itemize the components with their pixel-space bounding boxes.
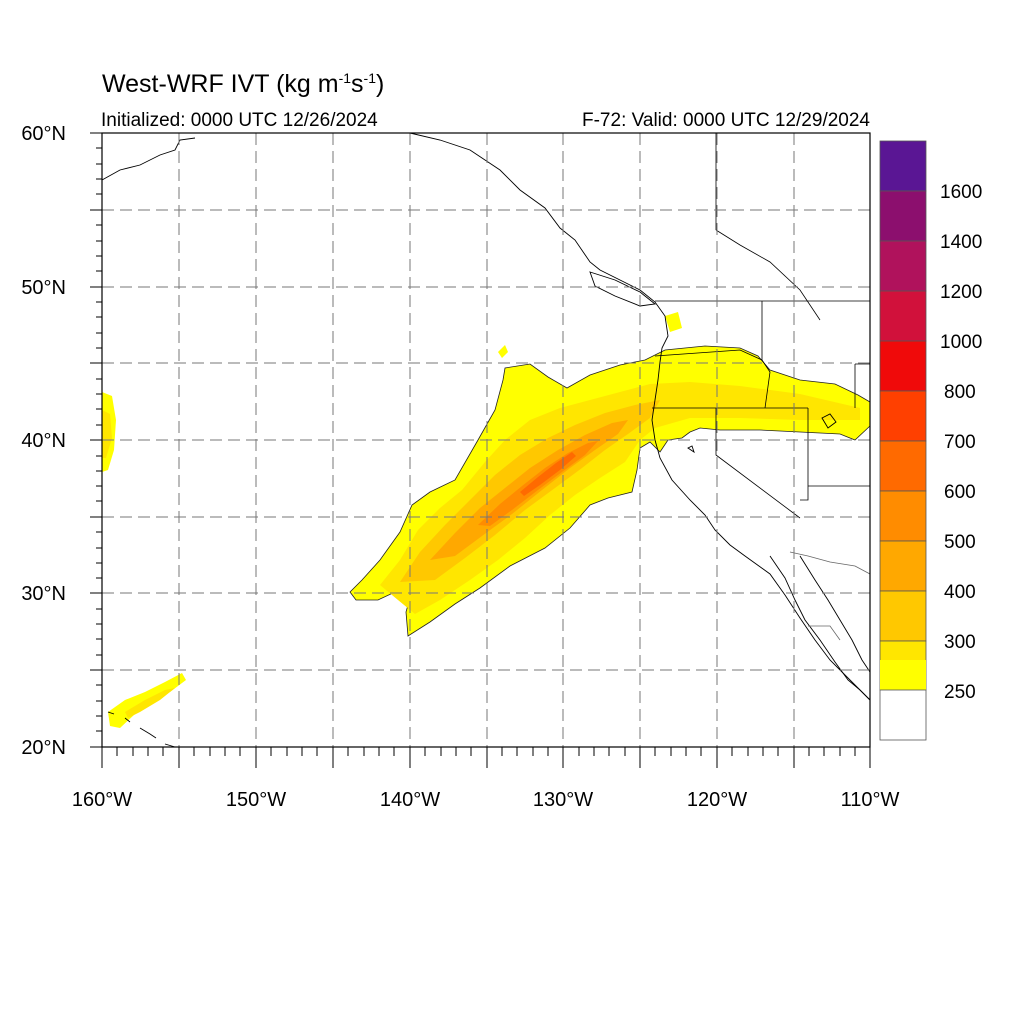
colorbar-box-below <box>879 689 927 741</box>
hawaii-ivt-core <box>125 688 175 718</box>
mexico-state-line <box>808 625 841 641</box>
colorbar-box-500 <box>879 490 927 542</box>
init-time-label: Initialized: 0000 UTC 12/26/2024 <box>101 110 378 131</box>
colorbar-label-700: 700 <box>944 432 976 453</box>
minor-ticks-left <box>96 147 102 732</box>
canada-provincial-border <box>715 229 821 321</box>
lon-axis-labels: 160°W 150°W 140°W 130°W 120°W 110°W <box>72 789 900 811</box>
lon-tick-160w: 160°W <box>72 789 132 811</box>
colorbar-box-1200 <box>879 240 927 292</box>
lat-axis-labels: 60°N 50°N 40°N 30°N 20°N <box>21 123 66 759</box>
colorbar-box-1600plus <box>879 140 927 192</box>
colorbar-label-300: 300 <box>944 632 976 653</box>
major-ticks-bottom <box>101 747 871 768</box>
major-ticks-left <box>90 132 102 748</box>
colorbar <box>879 140 927 741</box>
colorbar-label-500: 500 <box>944 532 976 553</box>
colorbar-box-700 <box>879 390 927 442</box>
gulf-of-california-coast <box>799 555 871 673</box>
colorbar-box-1400 <box>879 190 927 242</box>
lat-tick-50: 50°N <box>21 277 66 299</box>
lon-tick-130w: 130°W <box>533 789 593 811</box>
lake-tahoe <box>687 445 695 454</box>
montana-wyoming-border <box>854 363 870 408</box>
colorbar-labels: 1600 1400 1200 1000 800 700 600 500 400 … <box>940 182 982 703</box>
small-ivt-patch-1 <box>498 345 508 358</box>
small-ivt-patch-2 <box>665 312 682 332</box>
nevada-utah-border <box>800 408 809 501</box>
colorbar-label-800: 800 <box>944 382 976 403</box>
colorbar-label-1000: 1000 <box>940 332 982 353</box>
map-title: West-WRF IVT (kg m-1s-1) <box>102 70 385 98</box>
colorbar-box-800 <box>879 340 927 392</box>
colorbar-box-250b <box>880 660 926 690</box>
lon-tick-140w: 140°W <box>380 789 440 811</box>
lat-tick-60: 60°N <box>21 123 66 145</box>
colorbar-box-400 <box>879 540 927 592</box>
lat-tick-30: 30°N <box>21 583 66 605</box>
colorbar-box-600 <box>879 440 927 492</box>
idaho-west-border <box>761 301 771 409</box>
colorbar-label-1400: 1400 <box>940 232 982 253</box>
lon-tick-150w: 150°W <box>226 789 286 811</box>
minor-ticks-bottom <box>116 747 856 756</box>
lat-tick-40: 40°N <box>21 430 66 452</box>
lon-tick-120w: 120°W <box>687 789 747 811</box>
bc-alaska-coast <box>409 132 871 701</box>
colorbar-label-1200: 1200 <box>940 282 982 303</box>
colorbar-box-300 <box>879 590 927 642</box>
gulf-of-alaska-coast <box>101 137 196 181</box>
colorbar-label-400: 400 <box>944 582 976 603</box>
ar-contour-300 <box>380 382 860 614</box>
political-boundaries <box>652 133 871 641</box>
hawaii-islands <box>107 711 176 748</box>
west-edge-ivt-core <box>102 410 112 458</box>
lat-tick-20: 20°N <box>21 737 66 759</box>
colorbar-label-1600: 1600 <box>940 182 982 203</box>
axis-ticks <box>90 132 871 768</box>
colorbar-label-600: 600 <box>944 482 976 503</box>
great-salt-lake <box>821 413 837 429</box>
washington-oregon-border <box>654 349 763 361</box>
ar-contour-700 <box>520 452 576 496</box>
coastlines <box>101 132 871 748</box>
california-nevada-border <box>715 408 801 519</box>
lon-tick-110w: 110°W <box>841 789 900 811</box>
colorbar-label-250: 250 <box>944 682 976 703</box>
colorbar-box-1000 <box>879 290 927 342</box>
vancouver-island <box>589 271 657 307</box>
baja-coast <box>769 555 871 701</box>
us-mexico-border <box>789 551 871 575</box>
valid-time-label: F-72: Valid: 0000 UTC 12/29/2024 <box>582 110 870 131</box>
gridlines <box>102 133 870 747</box>
ivt-shading <box>102 312 871 728</box>
